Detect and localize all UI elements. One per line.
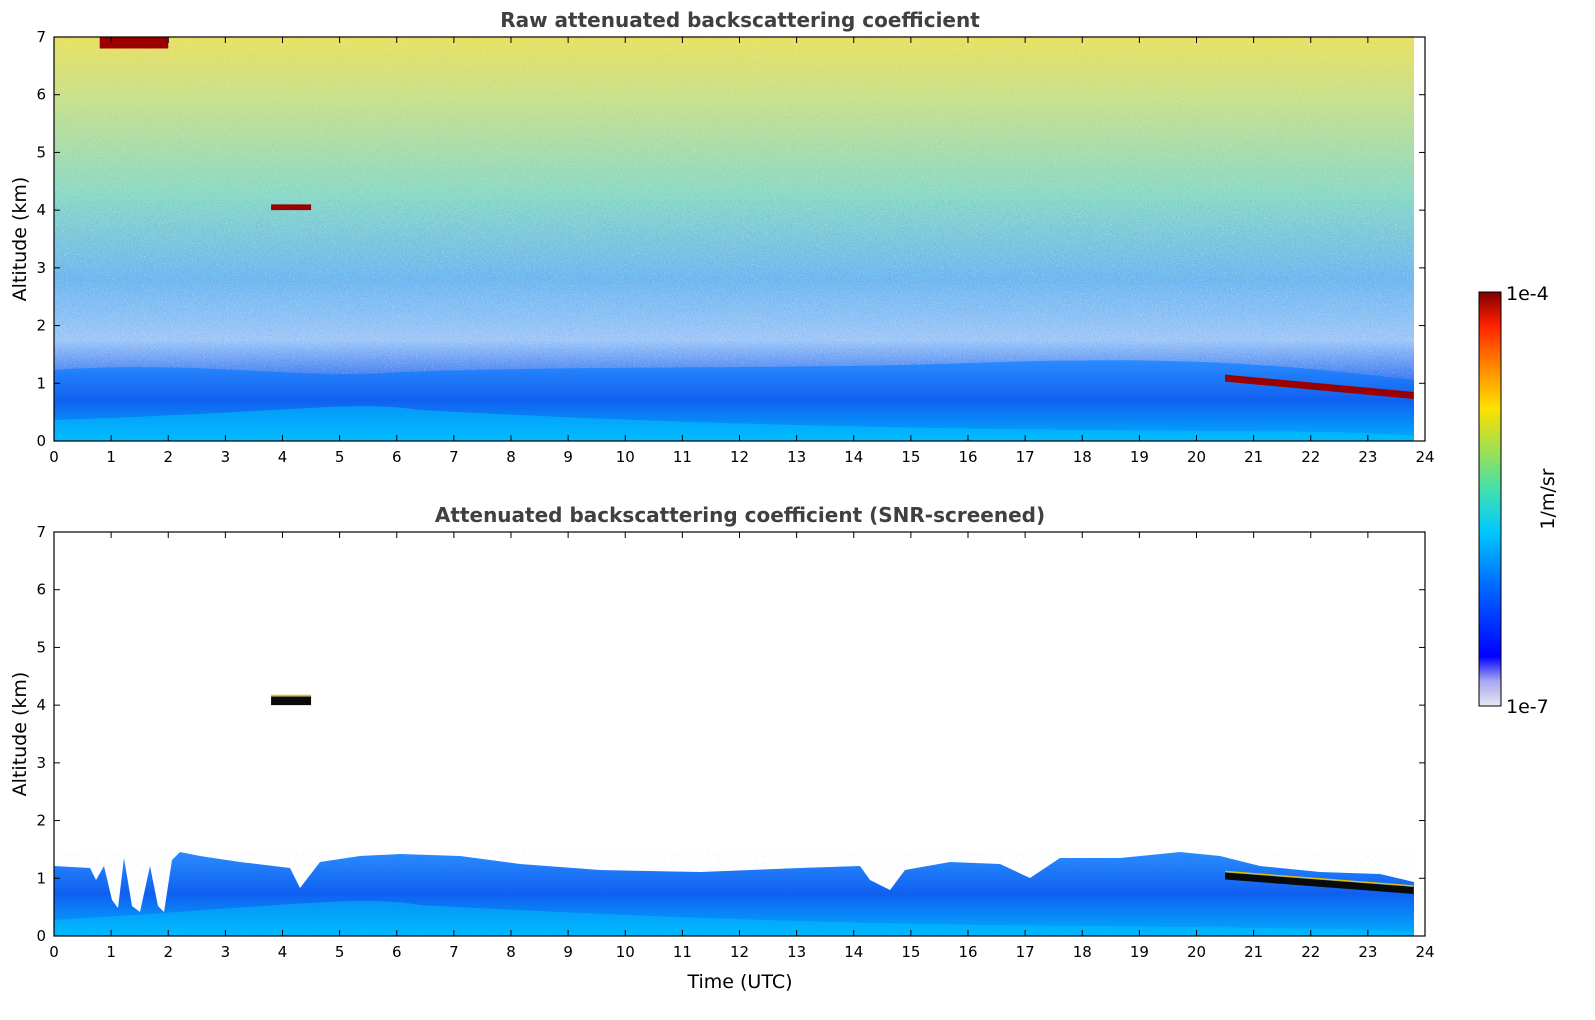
x-tick-label: 17 [1016,448,1035,466]
y-tick-label: 2 [36,812,46,830]
x-tick-label: 19 [1130,943,1149,961]
x-tick-label: 22 [1301,448,1320,466]
x-tick-label: 0 [49,943,59,961]
colorbar-unit-label: 1/m/sr [1537,468,1559,529]
x-tick-label: 3 [221,943,231,961]
x-tick-label: 14 [844,943,863,961]
cloud-layer [1225,872,1414,894]
x-tick-label: 10 [616,448,635,466]
colorbar: 1e-4 1e-7 1/m/sr [1478,283,1559,718]
y-tick-label: 1 [36,374,46,392]
y-axis-label: Altitude (km) [9,177,31,302]
x-tick-label: 13 [787,943,806,961]
y-tick-label: 5 [36,143,46,161]
x-tick-label: 4 [278,943,288,961]
x-tick-label: 4 [278,448,288,466]
x-tick-label: 8 [506,943,516,961]
x-tick-label: 9 [563,448,573,466]
y-tick-label: 6 [36,86,46,104]
cloud-edge [1225,870,1414,887]
colorbar-min-label: 1e-7 [1506,696,1549,718]
x-tick-label: 16 [958,448,977,466]
y-tick-label: 0 [36,927,46,945]
y-axis-ticks: 0 1 2 3 4 5 6 7 [36,523,1425,945]
x-tick-label: 0 [49,448,59,466]
panel-snr-screened: Attenuated backscattering coefficient (S… [9,503,1435,993]
y-tick-label: 1 [36,869,46,887]
x-tick-label: 18 [1073,943,1092,961]
cloud-layer [271,696,312,706]
cloud-features-raw [99,37,1414,399]
y-tick-label: 5 [36,638,46,656]
x-axis-ticks: 0 1 2 3 4 5 6 7 8 9 10 11 12 13 14 15 16 17 18 19 20 21 22 23 24 [49,37,1435,466]
y-tick-label: 7 [36,28,46,46]
x-tick-label: 21 [1244,943,1263,961]
x-tick-label: 5 [335,448,345,466]
colorbar-max-label: 1e-4 [1506,283,1549,305]
x-tick-label: 13 [787,448,806,466]
x-tick-label: 18 [1073,448,1092,466]
cloud-layer [99,37,169,49]
x-tick-label: 7 [449,943,459,961]
y-tick-label: 4 [36,696,46,714]
x-tick-label: 19 [1130,448,1149,466]
x-tick-label: 20 [1187,448,1206,466]
x-tick-label: 2 [163,943,173,961]
x-tick-label: 11 [673,943,692,961]
y-axis-ticks: 0 1 2 3 4 5 6 7 [36,28,1425,450]
x-tick-label: 9 [563,943,573,961]
x-tick-label: 1 [106,448,116,466]
x-axis-ticks: 0 1 2 3 4 5 6 7 8 9 10 11 12 13 14 15 16 17 18 19 20 21 22 23 24 [49,532,1435,961]
heatmap-raw [54,37,1425,441]
cloud-features-snr [271,694,1414,894]
x-tick-label: 17 [1016,943,1035,961]
x-tick-label: 15 [901,448,920,466]
colorbar-gradient [1478,291,1502,707]
x-tick-label: 1 [106,943,116,961]
x-tick-label: 7 [449,448,459,466]
x-tick-label: 14 [844,448,863,466]
x-axis-label: Time (UTC) [686,971,792,993]
y-tick-label: 0 [36,432,46,450]
y-tick-label: 7 [36,523,46,541]
chart-title: Attenuated backscattering coefficient (S… [435,503,1045,527]
x-tick-label: 20 [1187,943,1206,961]
cloud-layer [1225,374,1414,399]
x-tick-label: 24 [1415,448,1434,466]
x-tick-label: 8 [506,448,516,466]
x-tick-label: 23 [1358,448,1377,466]
x-tick-label: 22 [1301,943,1320,961]
y-tick-label: 3 [36,754,46,772]
panel-raw: Raw attenuated backscattering coefficien… [9,8,1435,466]
x-tick-label: 24 [1415,943,1434,961]
x-tick-label: 5 [335,943,345,961]
x-tick-label: 3 [221,448,231,466]
y-tick-label: 3 [36,259,46,277]
x-tick-label: 23 [1358,943,1377,961]
x-tick-label: 21 [1244,448,1263,466]
y-tick-label: 4 [36,201,46,219]
y-axis-label: Altitude (km) [9,672,31,797]
y-tick-label: 6 [36,581,46,599]
x-tick-label: 2 [163,448,173,466]
x-tick-label: 6 [392,448,402,466]
heatmap-snr [54,850,1414,936]
chart-title: Raw attenuated backscattering coefficien… [500,8,980,32]
x-tick-label: 16 [958,943,977,961]
x-tick-label: 6 [392,943,402,961]
x-tick-label: 12 [730,943,749,961]
cloud-layer [271,204,312,211]
x-tick-label: 12 [730,448,749,466]
x-tick-label: 15 [901,943,920,961]
y-tick-label: 2 [36,317,46,335]
x-tick-label: 11 [673,448,692,466]
x-tick-label: 10 [616,943,635,961]
